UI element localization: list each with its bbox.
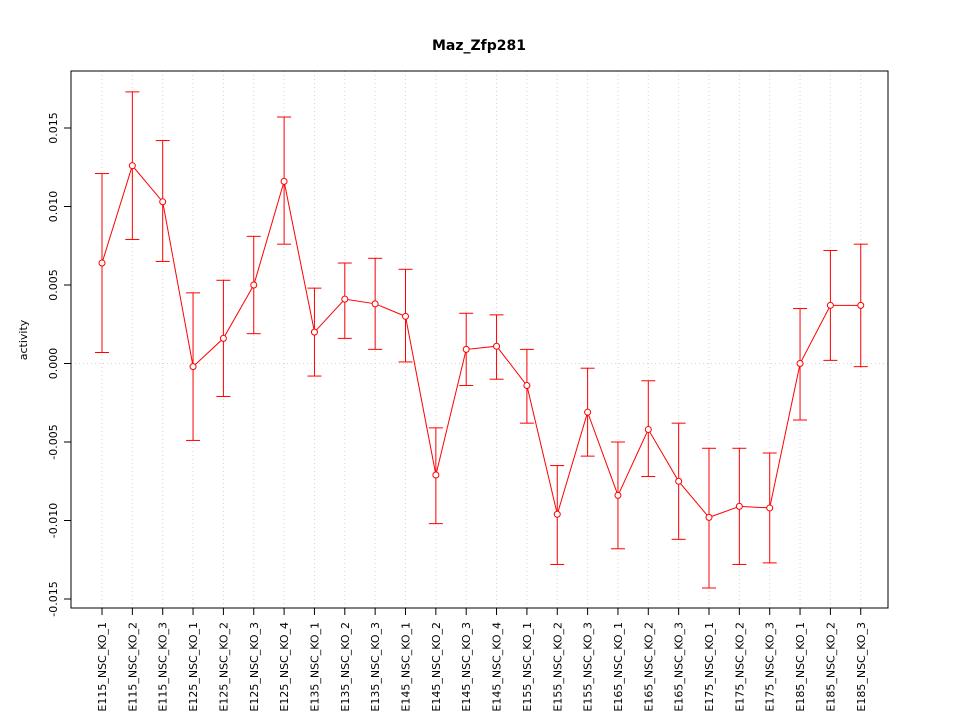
chart-title: Maz_Zfp281 xyxy=(432,38,526,54)
x-tick-label: E175_NSC_KO_1 xyxy=(703,622,716,712)
x-tick-label: E125_NSC_KO_2 xyxy=(217,622,230,712)
x-tick-label: E175_NSC_KO_3 xyxy=(764,622,777,712)
x-tick-label: E155_NSC_KO_3 xyxy=(582,622,595,712)
x-tick-label: E175_NSC_KO_2 xyxy=(733,622,746,712)
y-axis: -0.015 -0.010 -0.005 0.000 0.005 0.010 0.015 xyxy=(47,112,72,617)
data-point xyxy=(523,381,531,389)
data-point xyxy=(644,425,652,433)
data-point xyxy=(705,513,713,521)
x-tick-label: E145_NSC_KO_2 xyxy=(430,622,443,712)
data-point xyxy=(857,301,865,309)
x-tick-label: E165_NSC_KO_3 xyxy=(673,622,686,712)
y-tick-label: 0.015 xyxy=(47,112,60,144)
x-tick-label: E135_NSC_KO_1 xyxy=(308,622,321,712)
x-tick-label: E185_NSC_KO_1 xyxy=(794,622,807,712)
data-point xyxy=(250,281,258,289)
x-tick-label: E125_NSC_KO_1 xyxy=(187,622,200,712)
y-axis-label: activity xyxy=(17,319,30,360)
data-point xyxy=(553,510,561,518)
data-point xyxy=(432,471,440,479)
data-point xyxy=(159,198,167,206)
data-point xyxy=(219,334,227,342)
x-axis: E115_NSC_KO_1 E115_NSC_KO_2 E115_NSC_KO_3 E… xyxy=(96,607,868,712)
x-tick-label: E135_NSC_KO_3 xyxy=(369,622,382,712)
y-tick-label: 0.005 xyxy=(47,269,60,301)
data-point xyxy=(341,295,349,303)
x-tick-label: E115_NSC_KO_2 xyxy=(126,622,139,712)
series-line xyxy=(101,164,861,518)
x-tick-label: E115_NSC_KO_3 xyxy=(157,622,170,712)
y-tick-label: -0.010 xyxy=(47,503,60,538)
x-tick-label: E115_NSC_KO_1 xyxy=(96,622,109,712)
data-point xyxy=(280,177,288,185)
x-tick-label: E125_NSC_KO_3 xyxy=(248,622,261,712)
data-point xyxy=(189,363,197,371)
x-tick-label: E185_NSC_KO_2 xyxy=(824,622,837,712)
x-tick-label: E135_NSC_KO_2 xyxy=(339,622,352,712)
data-point xyxy=(371,300,379,308)
y-tick-label: 0.010 xyxy=(47,191,60,223)
x-tick-label: E145_NSC_KO_3 xyxy=(460,622,473,712)
x-tick-label: E165_NSC_KO_1 xyxy=(612,622,625,712)
data-point xyxy=(584,408,592,416)
data-point xyxy=(675,477,683,485)
x-tick-label: E165_NSC_KO_2 xyxy=(642,622,655,712)
data-point xyxy=(796,360,804,367)
x-tick-label: E145_NSC_KO_1 xyxy=(400,622,413,712)
y-tick-label: 0.000 xyxy=(47,348,60,380)
data-point xyxy=(98,259,106,267)
x-tick-label: E155_NSC_KO_2 xyxy=(551,622,564,712)
data-point xyxy=(128,162,136,170)
data-point xyxy=(735,502,743,510)
y-tick-label: -0.015 xyxy=(47,581,60,616)
x-tick-label: E185_NSC_KO_3 xyxy=(855,622,868,712)
data-point xyxy=(402,312,409,320)
data-point xyxy=(766,504,774,512)
x-tick-label: E155_NSC_KO_1 xyxy=(521,622,534,712)
x-tick-label: E145_NSC_KO_4 xyxy=(491,622,504,712)
data-point xyxy=(310,328,318,336)
x-tick-label: E125_NSC_KO_4 xyxy=(278,622,291,712)
data-point xyxy=(493,342,501,350)
data-point xyxy=(614,491,622,499)
y-tick-label: -0.005 xyxy=(47,424,60,459)
data-point xyxy=(462,345,470,353)
series xyxy=(95,91,868,589)
data-point xyxy=(826,301,834,309)
